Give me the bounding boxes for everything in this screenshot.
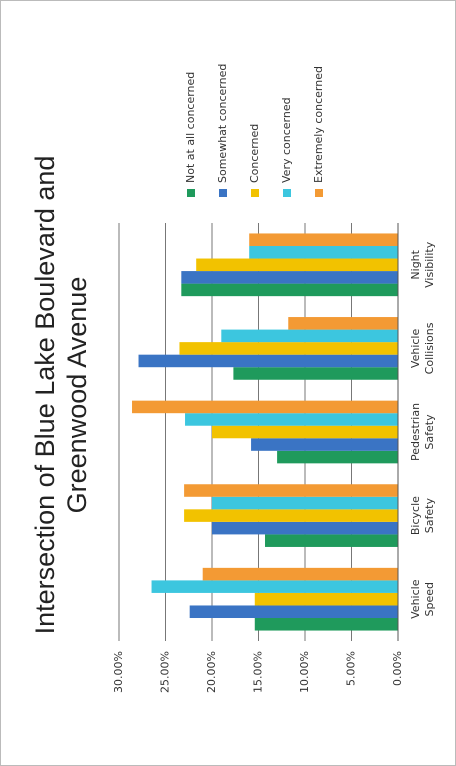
y-tick-label: 15.00% <box>252 651 265 693</box>
x-tick-label-line: Safety <box>423 414 436 450</box>
legend-swatch <box>187 189 195 197</box>
x-tick-label-line: Visibility <box>423 241 436 288</box>
bar <box>132 400 399 414</box>
y-tick-label: 25.00% <box>159 651 172 693</box>
x-tick-label: PedestrianSafety <box>409 403 436 461</box>
bar <box>138 354 398 368</box>
bar <box>288 317 399 330</box>
x-tick-label-line: Speed <box>423 582 436 616</box>
y-tick-label: 5.00% <box>345 651 358 686</box>
bar <box>212 521 398 535</box>
bar <box>251 438 398 451</box>
legend-label: Very concerned <box>280 97 293 183</box>
bar <box>249 233 398 246</box>
x-tick-label: VehicleCollisions <box>409 322 436 374</box>
bar <box>189 605 398 619</box>
legend-swatch <box>283 189 291 197</box>
bar <box>212 425 398 439</box>
legend-label: Somewhat concerned <box>216 64 229 183</box>
bar <box>196 258 398 272</box>
x-tick-label: NightVisibility <box>409 241 436 288</box>
bar <box>179 342 398 355</box>
bar <box>254 592 398 606</box>
bar <box>249 245 398 259</box>
x-tick-label: VehicleSpeed <box>409 579 436 619</box>
bar <box>151 580 398 593</box>
legend-label: Not at all concerned <box>184 72 197 183</box>
bar <box>233 367 398 380</box>
x-tick-label-line: Vehicle <box>409 329 422 369</box>
x-tick-label-line: Collisions <box>423 322 436 374</box>
legend-label: Extremely concerned <box>312 66 325 183</box>
bar <box>221 329 398 343</box>
y-tick-label: 20.00% <box>205 651 218 693</box>
bar <box>184 484 398 497</box>
y-tick-label: 0.00% <box>391 651 404 686</box>
x-tick-label-line: Bicycle <box>409 496 422 535</box>
bar <box>181 271 398 284</box>
legend-label: Concerned <box>248 124 261 183</box>
bar <box>181 283 398 297</box>
bar <box>212 496 398 510</box>
y-tick-label: 30.00% <box>112 651 125 693</box>
legend-swatch <box>219 189 227 197</box>
x-tick-label-line: Pedestrian <box>409 403 422 461</box>
bar <box>277 450 399 464</box>
bar <box>265 534 399 547</box>
x-tick-label-line: Vehicle <box>409 579 422 619</box>
bar <box>254 618 398 631</box>
x-tick-label: BicycleSafety <box>409 496 436 535</box>
bar <box>202 567 398 581</box>
bar <box>184 509 398 522</box>
legend-swatch <box>315 189 323 197</box>
legend-swatch <box>251 189 259 197</box>
x-tick-label-line: Safety <box>423 498 436 534</box>
bar <box>185 413 398 426</box>
x-tick-label-line: Night <box>409 249 422 279</box>
y-tick-label: 10.00% <box>298 651 311 693</box>
